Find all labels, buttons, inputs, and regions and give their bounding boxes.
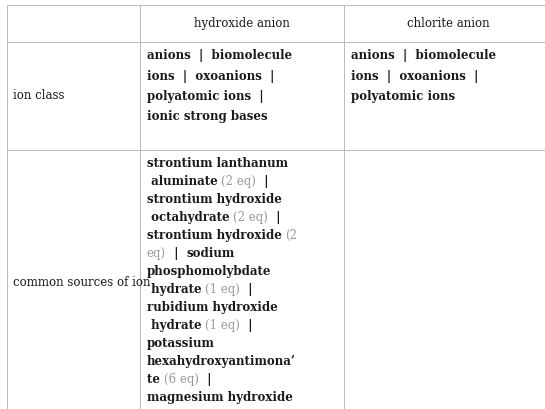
Text: strontium hydroxide: strontium hydroxide	[147, 229, 286, 242]
Text: phosphomolybdate: phosphomolybdate	[147, 265, 271, 278]
Text: |: |	[256, 175, 269, 188]
Text: hexahydroxyantimona’: hexahydroxyantimona’	[147, 355, 295, 368]
Text: chlorite anion: chlorite anion	[407, 17, 489, 30]
Text: |: |	[240, 319, 253, 332]
Text: |: |	[166, 247, 186, 260]
Bar	[344, 42, 545, 150]
Text: (1 eq): (1 eq)	[205, 283, 240, 296]
Text: (2: (2	[286, 229, 298, 242]
Text: anions  |  biomolecule: anions | biomolecule	[147, 49, 292, 62]
Text: magnesium hydroxide: magnesium hydroxide	[147, 391, 293, 404]
Text: |: |	[240, 283, 253, 296]
Bar	[7, 42, 140, 150]
Text: |: |	[199, 373, 211, 386]
Text: |: |	[268, 211, 281, 224]
Text: (2 eq): (2 eq)	[233, 211, 268, 224]
Text: hydroxide anion: hydroxide anion	[195, 17, 290, 30]
Bar	[344, 150, 545, 409]
Text: anions  |  biomolecule: anions | biomolecule	[351, 49, 496, 62]
Text: polyatomic ions: polyatomic ions	[351, 90, 455, 103]
Bar	[140, 42, 344, 150]
Text: potassium: potassium	[147, 337, 215, 350]
Text: aluminate: aluminate	[147, 175, 221, 188]
Text: octahydrate: octahydrate	[147, 211, 233, 224]
Text: rubidium hydroxide: rubidium hydroxide	[147, 301, 277, 314]
Text: sodium: sodium	[186, 247, 235, 260]
Text: eq): eq)	[147, 247, 166, 260]
Bar	[7, 150, 140, 409]
Text: (1 eq): (1 eq)	[205, 319, 240, 332]
Text: ionic strong bases: ionic strong bases	[147, 110, 267, 124]
Bar	[7, 5, 140, 42]
Text: hydrate: hydrate	[147, 319, 205, 332]
Text: ion class: ion class	[13, 90, 64, 102]
Text: polyatomic ions  |: polyatomic ions |	[147, 90, 263, 103]
Text: te: te	[147, 373, 164, 386]
Text: strontium hydroxide: strontium hydroxide	[147, 193, 281, 206]
Bar	[344, 5, 545, 42]
Text: hydrate: hydrate	[147, 283, 205, 296]
Text: (2 eq): (2 eq)	[221, 175, 256, 188]
Bar	[140, 150, 344, 409]
Text: ions  |  oxoanions  |: ions | oxoanions |	[351, 70, 479, 83]
Bar	[140, 5, 344, 42]
Text: ions  |  oxoanions  |: ions | oxoanions |	[147, 70, 274, 83]
Text: (6 eq): (6 eq)	[164, 373, 199, 386]
Text: common sources of ion: common sources of ion	[13, 276, 150, 288]
Text: strontium lanthanum: strontium lanthanum	[147, 157, 288, 170]
